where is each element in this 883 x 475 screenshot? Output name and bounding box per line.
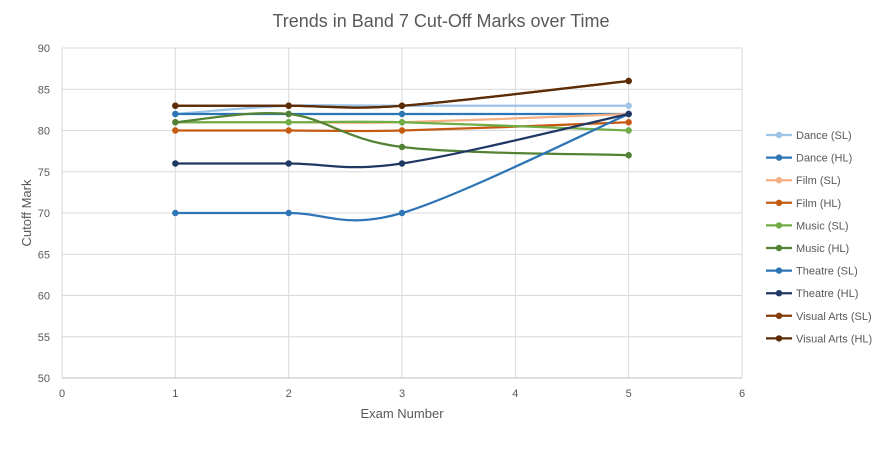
legend-item: Music (SL) (766, 220, 849, 232)
legend-label: Visual Arts (SL) (796, 311, 872, 323)
x-tick-label: 1 (172, 388, 178, 400)
data-point (285, 209, 292, 217)
data-point (285, 102, 292, 109)
y-tick-label: 90 (38, 43, 50, 55)
legend-label: Music (SL) (796, 220, 849, 232)
data-point (398, 110, 406, 118)
data-point (172, 160, 179, 167)
series-line (175, 104, 629, 116)
data-point (285, 127, 292, 134)
legend: Dance (SL) Dance (HL) Film (SL) Film (HL) Mu… (766, 130, 872, 345)
data-point (398, 143, 406, 151)
data-point (625, 119, 632, 126)
series-5 (172, 110, 632, 159)
data-point (285, 110, 292, 118)
series-line (175, 112, 629, 169)
x-axis-title: Exam Number (360, 406, 444, 421)
legend-label: Visual Arts (HL) (796, 333, 872, 345)
legend-item: Theatre (HL) (766, 288, 858, 300)
legend-label: Theatre (SL) (796, 266, 858, 278)
legend-label: Dance (SL) (796, 130, 852, 142)
legend-item: Dance (HL) (766, 153, 852, 165)
x-tick-label: 2 (286, 388, 292, 400)
chart-title: Trends in Band 7 Cut-Off Marks over Time (272, 11, 609, 31)
data-point (172, 119, 179, 126)
series-line (175, 111, 629, 157)
series-9 (172, 77, 632, 109)
series-line (175, 79, 629, 109)
legend-swatch-marker (775, 154, 783, 161)
x-tick-label: 5 (626, 388, 632, 400)
y-tick-label: 80 (38, 126, 50, 138)
data-point (625, 127, 632, 134)
legend-label: Film (HL) (796, 198, 841, 210)
data-point (398, 102, 406, 109)
y-axis-title: Cutoff Mark (19, 179, 34, 246)
legend-item: Visual Arts (HL) (766, 333, 872, 345)
y-tick-label: 65 (38, 249, 50, 261)
x-tick-label: 6 (739, 388, 745, 400)
y-tick-label: 60 (38, 291, 50, 303)
series-line (175, 112, 630, 222)
legend-swatch-marker (775, 312, 783, 319)
y-tick-label: 55 (38, 332, 50, 344)
data-point (398, 119, 406, 126)
series-7 (172, 110, 632, 169)
legend-item: Film (SL) (766, 175, 841, 187)
legend-item: Visual Arts (SL) (766, 311, 872, 323)
x-tick-label: 3 (399, 388, 405, 400)
legend-label: Dance (HL) (796, 153, 852, 165)
data-point (625, 152, 632, 159)
data-point (625, 77, 632, 85)
x-tick-label: 0 (59, 388, 65, 400)
legend-item: Theatre (SL) (766, 266, 858, 278)
legend-swatch-marker (775, 290, 783, 297)
series-line (175, 120, 629, 132)
legend-swatch-marker (775, 222, 783, 229)
series-lines (172, 77, 632, 222)
data-point (285, 160, 292, 167)
legend-label: Film (SL) (796, 175, 841, 187)
legend-item: Music (HL) (766, 243, 849, 255)
legend-swatch-marker (775, 335, 783, 342)
series-line (175, 121, 629, 133)
axis-ticks: 50 55 60 65 70 75 80 85 90 0 1 2 3 4 5 6 (38, 43, 745, 400)
y-tick-label: 70 (38, 208, 50, 220)
data-point (172, 127, 179, 134)
data-point (398, 160, 406, 167)
legend-label: Theatre (HL) (796, 288, 858, 300)
y-tick-label: 85 (38, 84, 50, 96)
data-point (172, 110, 179, 118)
data-point (625, 110, 632, 118)
legend-swatch-marker (775, 131, 783, 139)
legend-swatch-marker (775, 199, 783, 206)
data-point (398, 209, 406, 217)
data-point (625, 102, 632, 109)
y-tick-label: 50 (38, 373, 50, 385)
series-3 (172, 119, 632, 134)
legend-item: Film (HL) (766, 198, 841, 210)
legend-swatch-marker (775, 267, 783, 274)
legend-label: Music (HL) (796, 243, 849, 255)
data-point (285, 119, 292, 126)
data-point (172, 209, 179, 217)
legend-item: Dance (SL) (766, 130, 852, 142)
data-point (172, 102, 179, 109)
legend-swatch-marker (775, 244, 783, 252)
y-tick-label: 75 (38, 167, 50, 179)
x-tick-label: 4 (512, 388, 518, 400)
legend-swatch-marker (775, 177, 783, 184)
data-point (398, 127, 406, 134)
